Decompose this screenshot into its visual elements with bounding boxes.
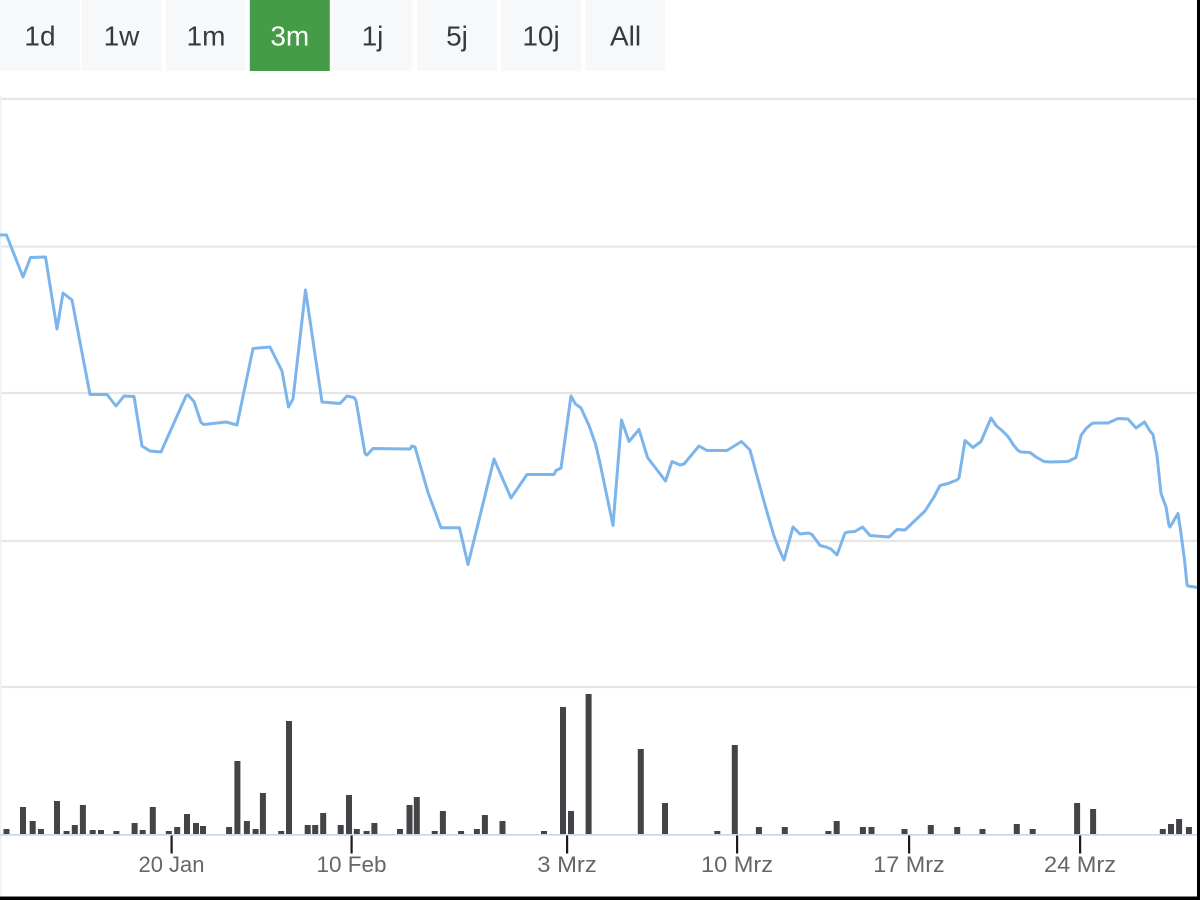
svg-text:20 Jan: 20 Jan: [139, 852, 205, 877]
svg-text:3 Mrz: 3 Mrz: [537, 852, 597, 877]
svg-text:1w: 1w: [104, 20, 141, 51]
svg-text:All: All: [610, 20, 641, 51]
svg-text:1m: 1m: [187, 20, 226, 51]
svg-text:3m: 3m: [270, 20, 309, 51]
svg-text:10 Feb: 10 Feb: [317, 852, 387, 877]
svg-text:10j: 10j: [522, 20, 559, 51]
svg-text:17 Mrz: 17 Mrz: [873, 852, 945, 877]
svg-text:24 Mrz: 24 Mrz: [1044, 852, 1116, 877]
svg-text:1d: 1d: [24, 20, 55, 51]
svg-text:10 Mrz: 10 Mrz: [701, 852, 773, 877]
svg-text:1j: 1j: [362, 20, 384, 51]
svg-text:5j: 5j: [446, 20, 468, 51]
